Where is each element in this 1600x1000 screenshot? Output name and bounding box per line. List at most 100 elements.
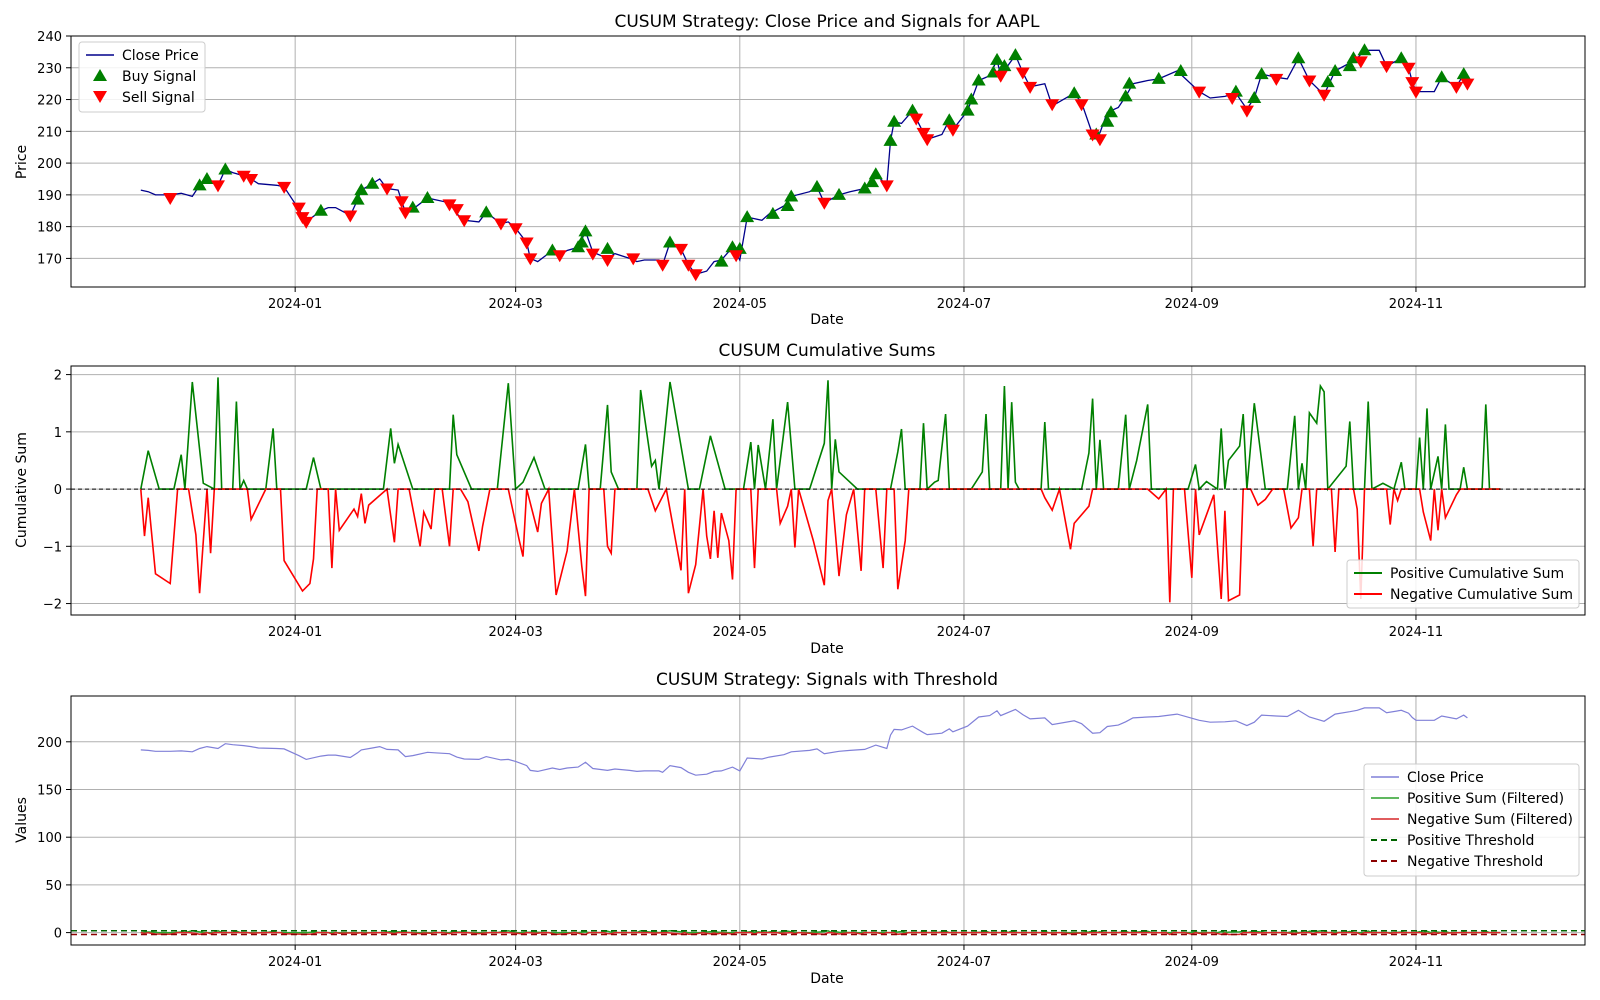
buy-signal-marker [1067,86,1082,99]
sell-signal-marker [1405,77,1420,90]
threshold-close-price-line [140,707,1468,776]
sell-signal-marker [945,124,960,137]
price-y-axis-label: Price [14,145,30,179]
sell-signal-marker [1192,86,1207,99]
buy-signal-marker [479,205,494,218]
sell-signal-marker [993,70,1008,83]
sell-signal-marker [508,223,523,236]
cusum-x-tick-label: 2024-05 [713,625,767,640]
cusum-legend: Positive Cumulative Sum Negative Cumulat… [1346,559,1580,609]
buy-signal-marker [865,175,880,188]
legend-pos-threshold-label: Positive Threshold [1407,833,1534,849]
buy-signal-marker [218,162,233,175]
price-x-tick-label: 2024-01 [268,297,322,312]
sell-signal-marker [1269,73,1284,86]
sell-signal-marker [519,237,534,250]
buy-signal-marker [905,103,920,116]
buy-signal-marker [887,114,902,127]
sell-signal-marker [626,253,641,266]
legend-pos-filtered-label: Positive Sum (Filtered) [1407,791,1564,807]
sell-signal-marker [674,243,689,256]
cusum-y-tick-label: −1 [43,540,62,555]
threshold-x-tick-label: 2024-05 [713,955,767,970]
buy-signal-marker [1456,67,1471,80]
price-x-tick-label: 2024-05 [713,297,767,312]
buy-signal-marker [780,198,795,211]
legend-positive-sum-label: Positive Cumulative Sum [1390,566,1564,582]
buy-signal-marker [1151,71,1166,84]
buy-signal-marker [1122,76,1137,89]
price-x-tick-label: 2024-11 [1389,297,1443,312]
sell-signal-marker [380,183,395,196]
buy-signal-marker [1247,90,1262,103]
buy-signal-marker [1342,59,1357,72]
buy-signal-marker [784,189,799,202]
cusum-y-tick-label: 1 [54,426,62,441]
positive-cumsum-line [140,377,1501,492]
buy-signal-marker [960,103,975,116]
buy-signal-marker [662,235,677,248]
sell-signal-marker [442,199,457,212]
threshold-y-axis-label: Values [14,797,30,843]
sell-signal-marker [1225,92,1240,105]
buy-signal-marker [1320,75,1335,88]
sell-signal-marker [1302,75,1317,88]
sell-signal-marker [729,250,744,263]
sell-signal-marker [1317,89,1332,102]
price-x-tick-label: 2024-07 [937,297,991,312]
sell-signal-marker [398,207,413,220]
buy-signal-marker [883,133,898,146]
sell-signal-marker [1092,134,1107,147]
buy-signal-marker [942,113,957,126]
cusum-chart-title: CUSUM Cumulative Sums [718,341,935,361]
legend-buy-marker [93,69,107,81]
cusum-chart-frame [70,365,1586,616]
buy-signal-marker [192,178,207,191]
sell-signal-marker [277,181,292,194]
buy-signal-marker [714,254,729,267]
threshold-x-tick-label: 2024-09 [1165,955,1219,970]
cusum-x-tick-label: 2024-03 [488,625,542,640]
threshold-y-tick-label: 50 [45,879,62,894]
sell-signal-marker [244,173,259,186]
sell-signal-marker [909,113,924,126]
cusum-x-tick-label: 2024-11 [1389,625,1443,640]
threshold-legend-box [1363,763,1580,877]
threshold-x-tick-label: 2024-01 [268,955,322,970]
sell-signal-marker [1085,129,1100,142]
buy-signal-marker [990,52,1005,65]
sell-signal-marker [163,193,178,206]
negative-cumsum-line [140,485,1501,603]
buy-signal-marker [1357,43,1372,56]
sell-signal-marker [1239,105,1254,118]
sell-signal-marker [1449,81,1464,94]
sell-signal-marker [879,180,894,193]
threshold-y-tick-label: 150 [37,783,62,798]
threshold-x-tick-label: 2024-03 [488,955,542,970]
sell-signal-marker [688,269,703,282]
threshold-legend: Close Price Positive Sum (Filtered) Nega… [1363,763,1580,877]
sell-signal-marker [449,204,464,217]
legend-negative-sum-label: Negative Cumulative Sum [1390,587,1573,603]
sell-signal-marker [457,215,472,228]
price-y-tick-label: 240 [37,30,62,45]
buy-signal-marker [1434,70,1449,83]
price-y-tick-label: 210 [37,125,62,140]
buy-signal-marker [1291,51,1306,64]
price-x-axis-label: Date [810,312,843,328]
buy-signal-marker [600,241,615,254]
buy-signal-marker [1100,114,1115,127]
legend-close-price-label: Close Price [1407,770,1484,786]
cusum-y-axis-label: Cumulative Sum [14,432,30,548]
sell-signal-marker [1045,99,1060,112]
threshold-x-tick-label: 2024-07 [937,955,991,970]
threshold-y-tick-label: 100 [37,831,62,846]
legend-sell-marker [93,91,107,103]
sell-signal-marker [1353,56,1368,69]
legend-buy-label: Buy Signal [122,69,196,85]
buy-signal-marker [365,176,380,189]
buy-signal-marker [832,187,847,200]
threshold-chart-frame [70,695,1586,946]
buy-signal-marker [1254,67,1269,80]
